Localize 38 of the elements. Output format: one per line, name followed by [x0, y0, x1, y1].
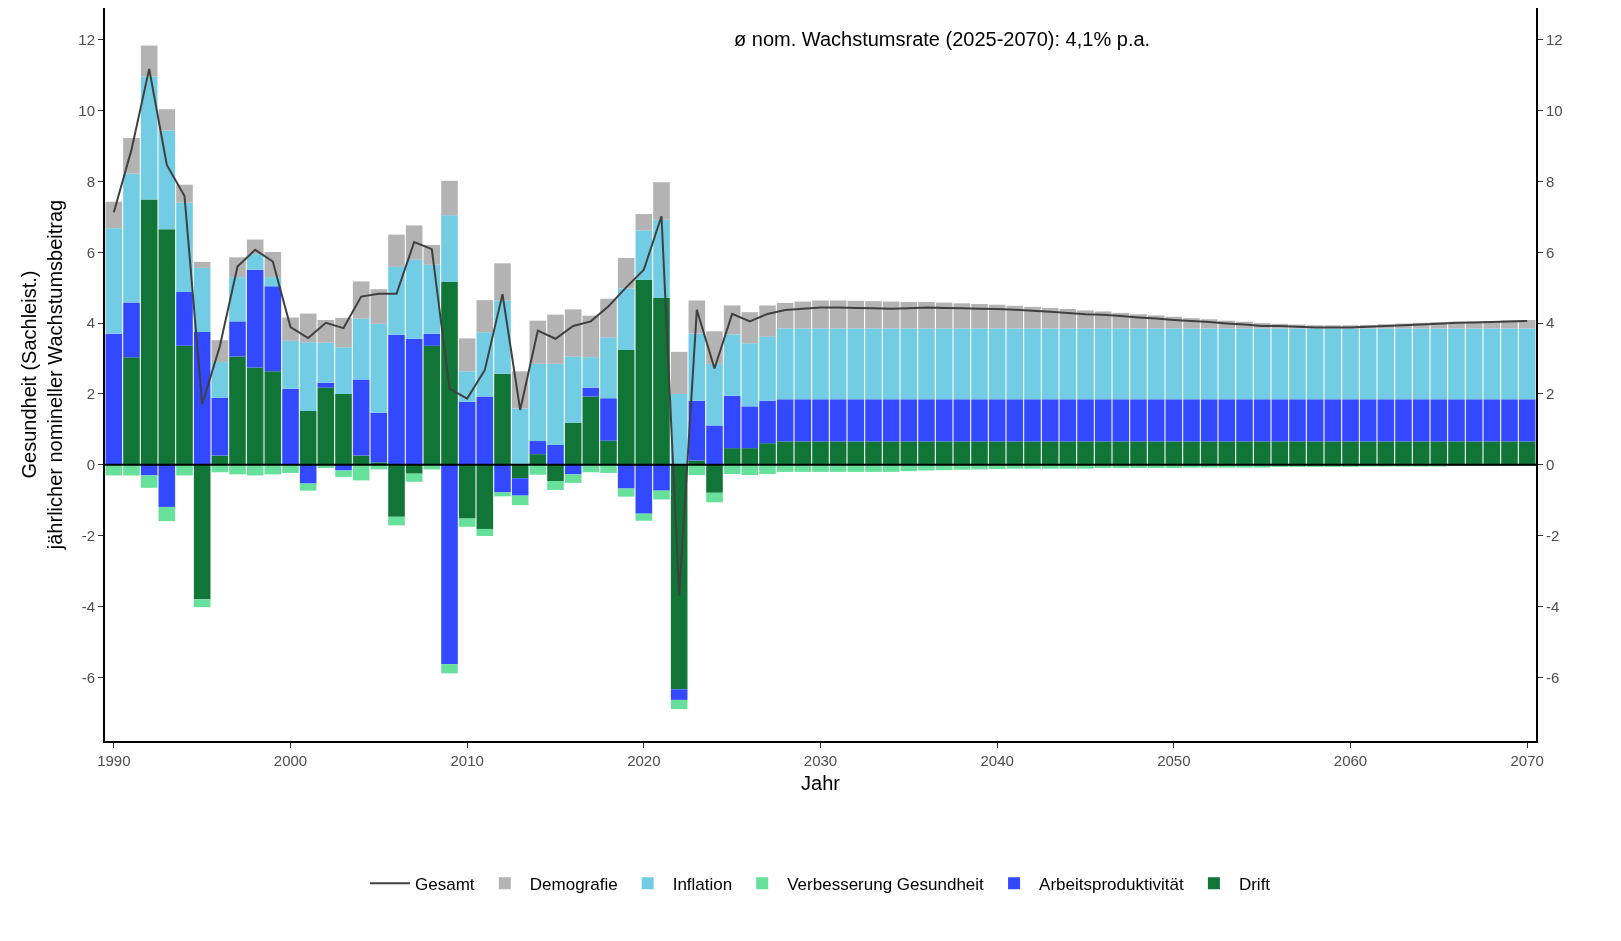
y2-tick-label: 6: [1546, 243, 1555, 261]
y-tick-label: 2: [86, 385, 95, 403]
legend-label: Verbesserung Gesundheit: [787, 874, 985, 894]
y2-tick-label: -4: [1546, 597, 1560, 615]
y-tick-label: -2: [81, 526, 95, 544]
y-tick-label: 0: [86, 456, 95, 474]
y-tick-label: 8: [86, 172, 95, 190]
x-tick-label: 2010: [450, 752, 484, 769]
legend-label: Demografie: [529, 874, 618, 894]
y2-tick-label: 10: [1546, 101, 1563, 119]
x-tick-label: 2070: [1510, 752, 1544, 769]
y-tick-label: 6: [86, 243, 95, 261]
y-tick-label: -4: [81, 597, 95, 615]
x-tick-label: 2060: [1333, 752, 1368, 769]
x-tick-label: 1990: [97, 752, 131, 769]
y2-tick-label: -2: [1546, 526, 1560, 544]
legend-label: Inflation: [672, 874, 733, 894]
y2-tick-label: -6: [1546, 668, 1560, 686]
legend-label: Gesamt: [415, 874, 475, 894]
y-tick-label: 4: [86, 314, 95, 332]
x-axis-title: Jahr: [801, 772, 841, 794]
y2-tick-label: 2: [1546, 385, 1555, 403]
y2-tick-label: 0: [1546, 456, 1555, 474]
y-tick-label: -6: [81, 668, 95, 686]
y2-tick-label: 12: [1546, 31, 1563, 49]
legend-label: Drift: [1238, 874, 1271, 894]
legend-label: Arbeitsproduktivität: [1039, 874, 1184, 894]
y2-tick-label: 8: [1546, 172, 1555, 190]
y-tick-label: 12: [78, 31, 95, 49]
x-tick-label: 2040: [980, 752, 1014, 769]
x-tick-label: 2020: [627, 752, 661, 769]
y-axis-title: Gesundheit (Sachleist.) jährlicher nomineller Wachstumsbeitrag: [18, 199, 67, 551]
x-tick-label: 2050: [1157, 752, 1191, 769]
annotation: ø nom. Wachstumsrate (2025-2070): 4,1% p.a.: [734, 28, 1151, 50]
x-tick-label: 2000: [273, 752, 308, 769]
y2-tick-label: 4: [1546, 314, 1555, 332]
x-tick-label: 2030: [803, 752, 838, 769]
y-tick-label: 10: [78, 101, 95, 119]
